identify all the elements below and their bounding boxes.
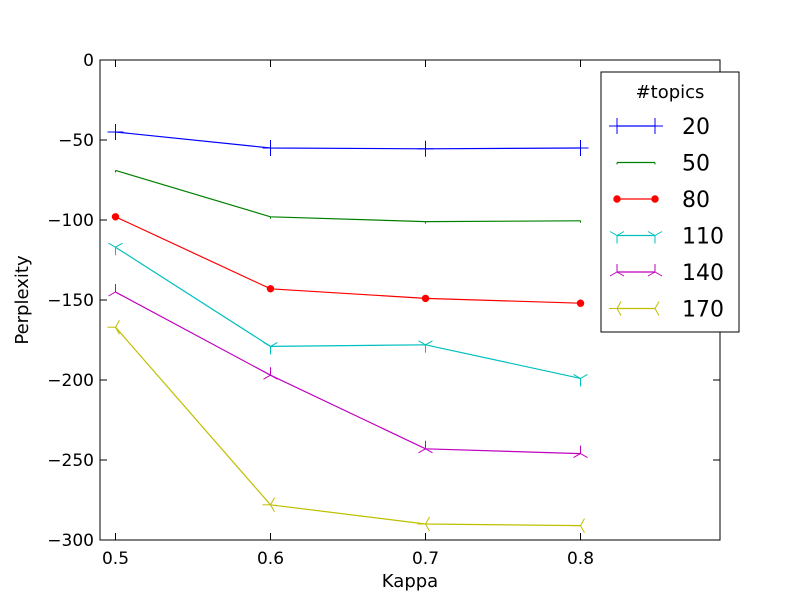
y-axis-title: Perplexity <box>12 255 33 345</box>
axis-ticks: 0.5 0.6 0.7 0.8 0 −50 −100 −150 −200 −250 −300 <box>47 51 720 569</box>
series-line <box>115 326 581 527</box>
series-20 <box>107 124 589 157</box>
legend-marker <box>647 264 663 277</box>
series-50 <box>115 169 581 224</box>
data-point <box>262 140 279 156</box>
legend-label: 80 <box>682 188 710 213</box>
series-80 <box>111 213 585 307</box>
legend-label: 170 <box>682 298 724 323</box>
data-point <box>263 341 278 355</box>
data-point <box>262 497 275 513</box>
legend-items: 20 50 80 110 140 170 <box>609 115 724 323</box>
legend-entry-20: 20 <box>609 115 710 140</box>
y-tick-label: −150 <box>47 291 94 311</box>
data-point <box>573 373 588 387</box>
legend-entry-50: 50 <box>616 152 710 177</box>
x-tick-label: 0.7 <box>412 549 439 569</box>
data-point <box>573 445 588 459</box>
data-point <box>107 124 124 140</box>
x-tick-label: 0.6 <box>257 549 284 569</box>
legend-title: #topics <box>636 82 705 103</box>
legend-marker <box>609 264 625 277</box>
legend-entry-80: 80 <box>613 188 710 213</box>
data-point <box>418 340 433 353</box>
x-tick-label: 0.8 <box>567 549 594 569</box>
plot-area <box>107 124 589 533</box>
series-110 <box>108 242 588 387</box>
series-140 <box>108 284 588 459</box>
y-tick-label: 0 <box>83 51 94 71</box>
series-170 <box>107 319 585 533</box>
legend-entry-170: 170 <box>609 298 724 323</box>
legend-marker <box>609 301 622 316</box>
data-point <box>263 367 278 380</box>
legend-marker <box>613 195 621 203</box>
legend-box <box>600 71 740 333</box>
x-axis-title: Kappa <box>382 571 438 592</box>
data-point <box>417 516 430 532</box>
legend-marker <box>647 231 663 244</box>
data-point <box>417 140 434 157</box>
data-point <box>266 285 275 293</box>
legend-marker <box>651 195 659 203</box>
y-tick-label: −200 <box>47 371 94 391</box>
legend-marker <box>647 301 660 316</box>
data-point <box>421 294 430 303</box>
series-line <box>115 216 581 304</box>
data-point <box>108 284 123 297</box>
data-point <box>107 319 120 335</box>
series-line <box>115 169 581 223</box>
x-tick-label: 0.5 <box>102 549 129 569</box>
legend-entry-140: 140 <box>609 261 724 286</box>
legend: #topics 20 50 80 110 140 170 <box>600 71 740 333</box>
legend-marker <box>609 231 625 244</box>
data-point <box>111 213 120 221</box>
series-line <box>115 291 581 455</box>
y-tick-label: −300 <box>47 531 94 551</box>
y-tick-label: −50 <box>58 131 94 151</box>
data-point <box>572 518 585 533</box>
legend-marker <box>609 118 625 134</box>
series-line <box>115 131 581 150</box>
legend-label: 50 <box>682 152 710 177</box>
legend-marker <box>647 118 663 134</box>
series-line <box>115 246 581 379</box>
legend-label: 140 <box>682 261 724 286</box>
legend-label: 20 <box>682 115 710 140</box>
y-tick-label: −100 <box>47 211 94 231</box>
y-tick-label: −250 <box>47 451 94 471</box>
data-point <box>108 242 123 256</box>
data-point <box>576 299 585 307</box>
legend-entry-110: 110 <box>609 225 724 250</box>
legend-label: 110 <box>682 225 724 250</box>
data-point <box>418 440 433 454</box>
data-point <box>572 140 589 156</box>
